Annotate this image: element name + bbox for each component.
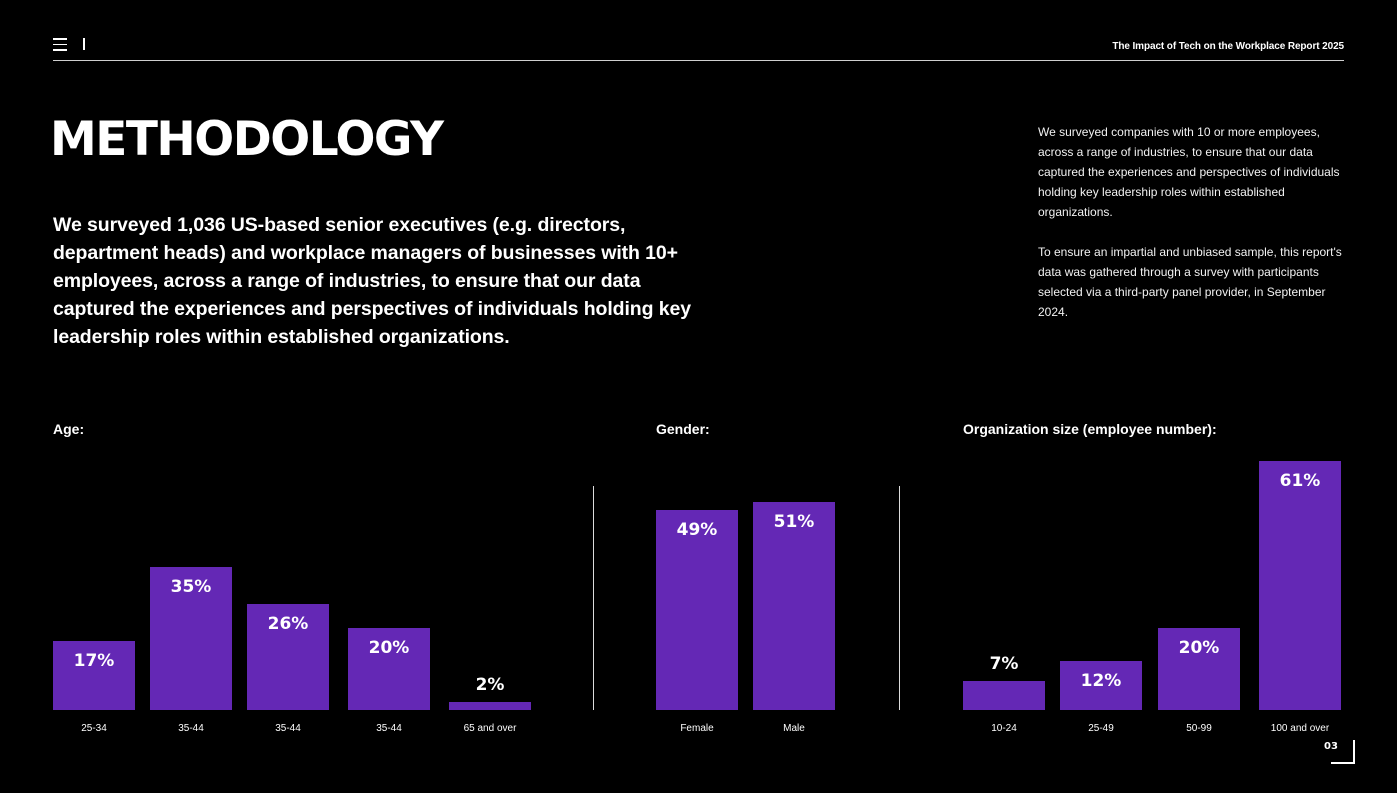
side-paragraph-2: To ensure an impartial and unbiased samp… — [1038, 245, 1342, 319]
category-label: 100 and over — [1270, 723, 1330, 734]
bar-value-label: 61% — [1279, 471, 1321, 491]
bar-age-1: 35% — [150, 567, 232, 710]
category-label: 65 and over — [463, 723, 517, 734]
bar-value-label: 2% — [475, 675, 505, 695]
page-number: 03 — [1324, 740, 1355, 764]
bar-value-label: 20% — [368, 638, 410, 658]
bar-age-4: 2% — [449, 675, 531, 710]
bar-age-2: 26% — [247, 604, 329, 710]
chart-separator — [593, 486, 594, 710]
report-title: The Impact of Tech on the Workplace Repo… — [1112, 41, 1344, 52]
bar-value-label: 20% — [1178, 638, 1220, 658]
category-label: 35-44 — [275, 723, 301, 734]
category-label: Male — [783, 723, 805, 734]
bar-org-size-0: 7% — [963, 654, 1045, 710]
page-number-text: 03 — [1324, 741, 1338, 752]
category-label: Female — [680, 723, 714, 734]
side-paragraph-1: We surveyed companies with 10 or more em… — [1038, 125, 1340, 219]
page-title: METHODOLOGY — [50, 112, 444, 167]
bar-org-size-2: 20% — [1158, 628, 1240, 710]
bar-value-label: 49% — [676, 520, 718, 540]
menu-icon[interactable] — [53, 38, 67, 51]
chart-title-org-size: Organization size (employee number): — [963, 421, 1217, 437]
bar-value-label: 26% — [267, 614, 309, 634]
header-rule — [53, 60, 1344, 61]
category-label: 25-49 — [1088, 723, 1114, 734]
chart-title-age: Age: — [53, 421, 85, 437]
bar-org-size-1: 12% — [1060, 661, 1142, 710]
bar-value-label: 35% — [170, 577, 212, 597]
category-label: 50-99 — [1186, 723, 1212, 734]
bar-org-size-3: 61% — [1259, 461, 1341, 710]
chart-separator — [899, 486, 900, 710]
side-description: We surveyed companies with 10 or more em… — [1038, 122, 1348, 342]
bar-gender-0: 49% — [656, 510, 738, 710]
bar-age-3: 20% — [348, 628, 430, 710]
bar-value-label: 51% — [773, 512, 815, 532]
lead-paragraph: We surveyed 1,036 US-based senior execut… — [53, 214, 691, 348]
bar-value-label: 17% — [73, 651, 115, 671]
category-label: 35-44 — [178, 723, 204, 734]
header-divider — [83, 38, 85, 50]
bar-gender-1: 51% — [753, 502, 835, 710]
chart-title-gender: Gender: — [656, 421, 710, 437]
category-label: 25-34 — [81, 723, 107, 734]
bar-value-label: 7% — [989, 654, 1019, 674]
bar-age-0: 17% — [53, 641, 135, 710]
category-label: 10-24 — [991, 723, 1017, 734]
category-label: 35-44 — [376, 723, 402, 734]
bar-value-label: 12% — [1080, 671, 1122, 691]
